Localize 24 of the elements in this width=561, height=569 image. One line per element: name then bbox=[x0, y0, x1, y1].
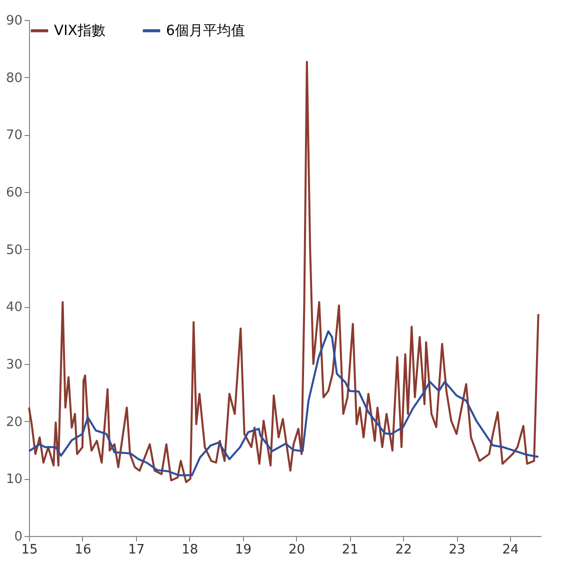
y-tick-label: 70 bbox=[6, 128, 22, 144]
x-tick-label: 16 bbox=[74, 542, 92, 558]
y-tick-label: 40 bbox=[6, 300, 22, 316]
x-tick-label: 17 bbox=[128, 542, 145, 558]
line-series bbox=[28, 330, 540, 476]
x-tick-label: 20 bbox=[288, 542, 305, 558]
x-tick-label: 19 bbox=[235, 542, 252, 558]
legend-label: 6個月平均值 bbox=[166, 22, 245, 39]
y-tick-label: 90 bbox=[6, 14, 22, 28]
x-tick-label: 18 bbox=[182, 542, 198, 558]
x-tick-label: 21 bbox=[342, 542, 358, 558]
y-tick-label: 80 bbox=[6, 70, 22, 86]
x-tick-label: 22 bbox=[395, 542, 412, 558]
y-tick-label: 60 bbox=[6, 186, 22, 200]
y-tick-label: 20 bbox=[6, 414, 22, 430]
line-series bbox=[28, 60, 540, 484]
x-tick-label: 24 bbox=[502, 542, 519, 558]
y-tick-label: 50 bbox=[6, 242, 22, 258]
x-tick-label: 15 bbox=[21, 542, 38, 558]
x-tick-label: 23 bbox=[448, 542, 466, 558]
y-tick-label: 10 bbox=[6, 472, 22, 488]
y-tick-label: 30 bbox=[6, 358, 22, 372]
y-tick-label: 0 bbox=[14, 530, 22, 544]
legend-label: VIX指數 bbox=[54, 22, 106, 39]
